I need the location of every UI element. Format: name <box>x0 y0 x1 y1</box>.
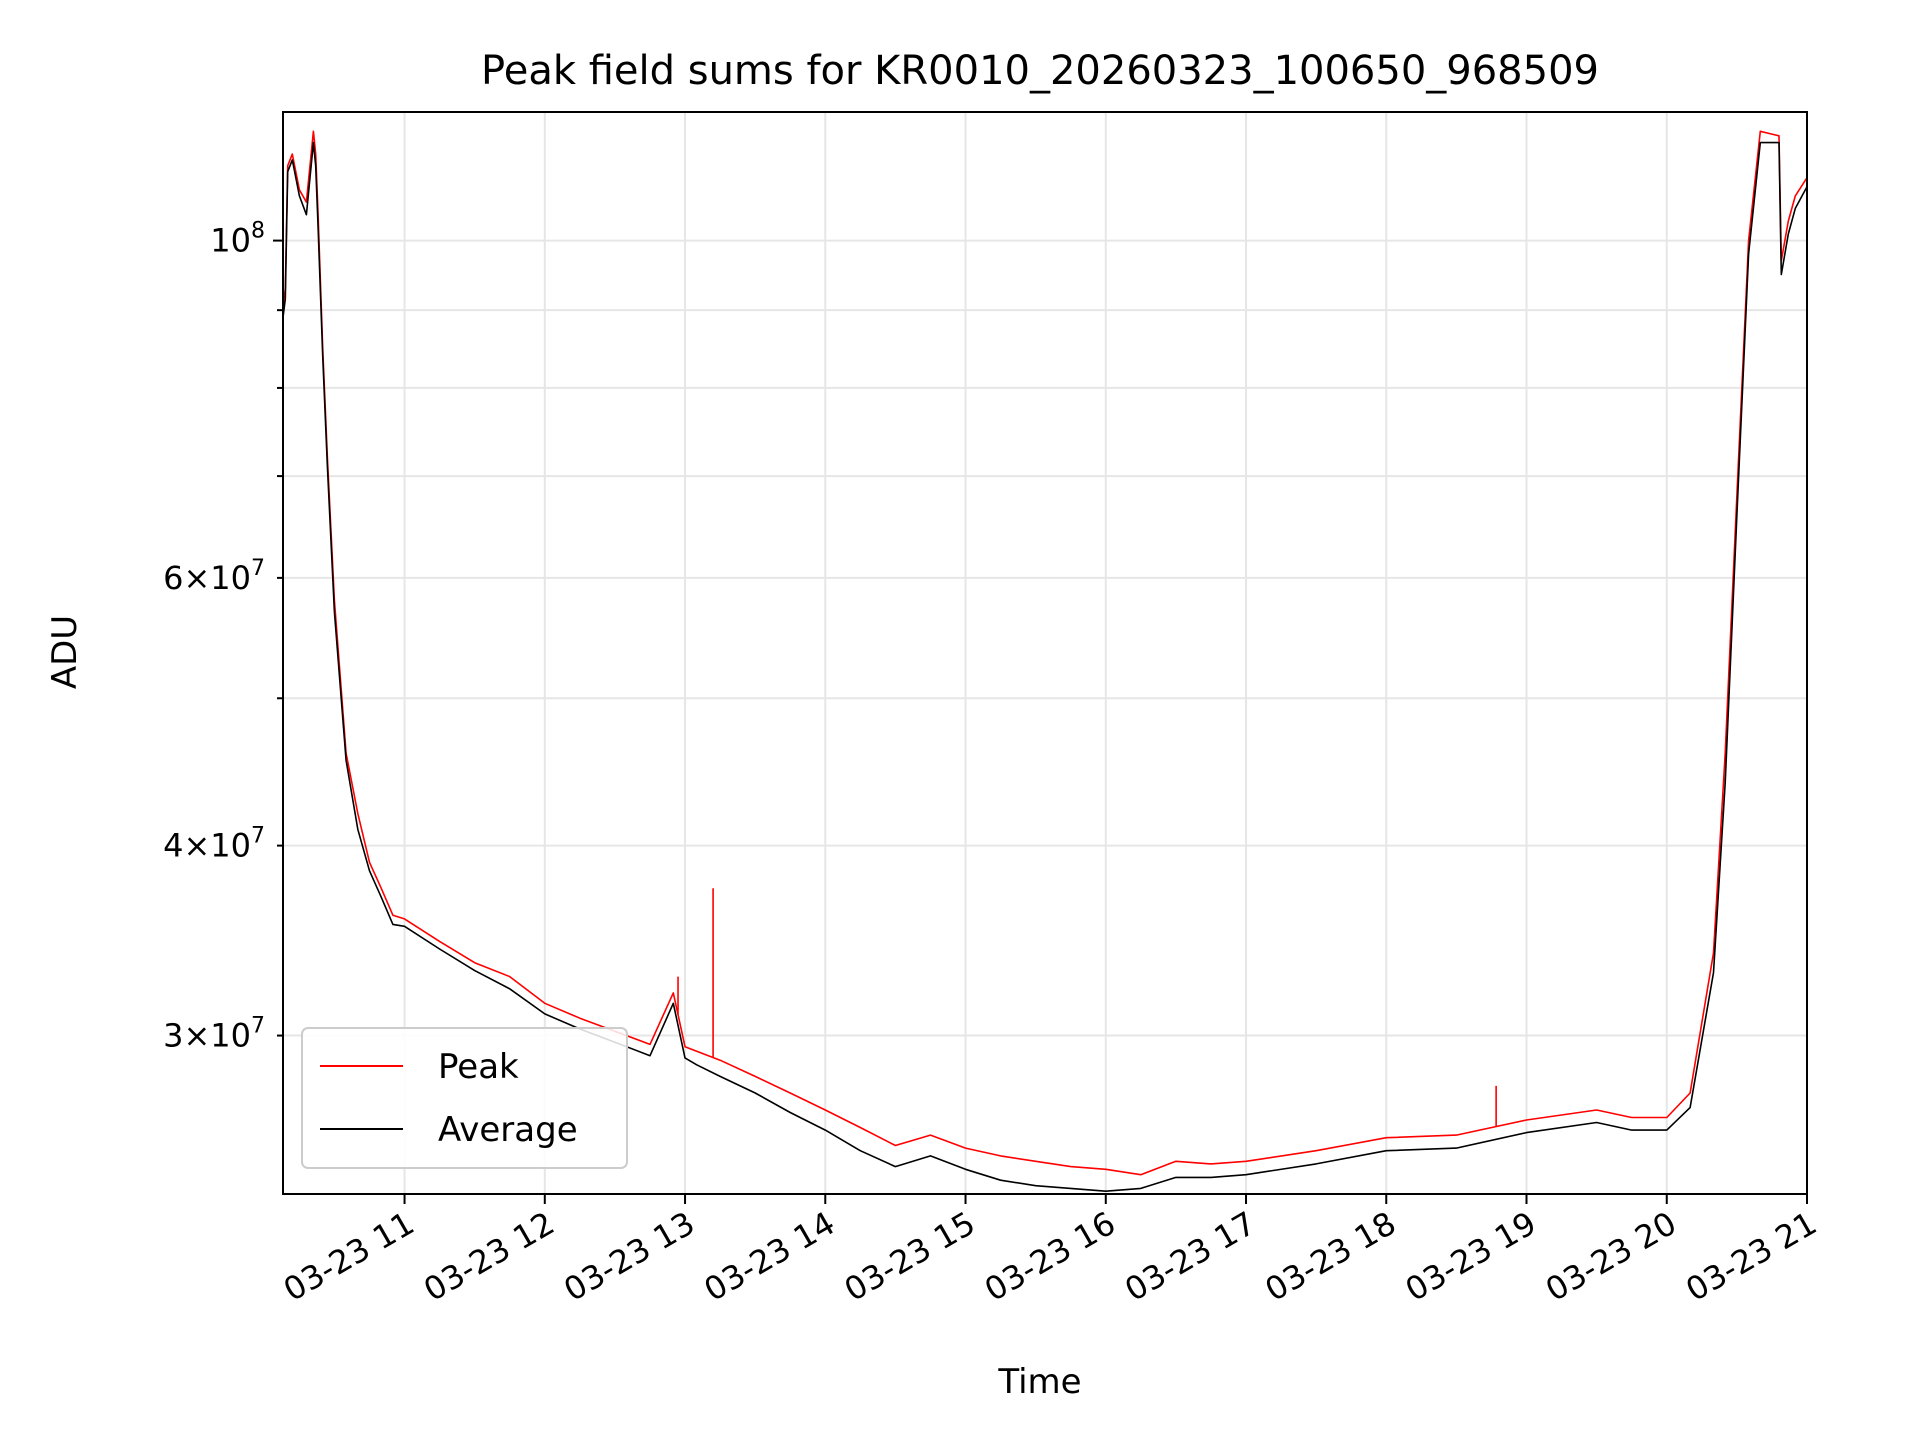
series-layer <box>283 130 1807 1192</box>
legend-label-peak: Peak <box>438 1047 519 1087</box>
y-tick-label: 108 <box>210 219 265 260</box>
legend-label-average: Average <box>438 1110 578 1150</box>
chart-title: Peak field sums for KR0010_20260323_1006… <box>481 48 1599 94</box>
y-tick-label: 3×107 <box>163 1014 265 1055</box>
y-tick-label: 4×107 <box>163 824 265 865</box>
plot-area <box>282 111 1808 1195</box>
legend-box <box>301 1027 628 1169</box>
y-tick-label: 6×107 <box>163 556 265 597</box>
y-axis: 108 3×107 4×107 6×107 <box>163 219 283 1055</box>
legend: Peak Average <box>301 1027 628 1169</box>
y-axis-label: ADU <box>45 615 85 689</box>
series-line-average <box>283 141 1807 1192</box>
x-axis-label: Time <box>997 1362 1081 1402</box>
